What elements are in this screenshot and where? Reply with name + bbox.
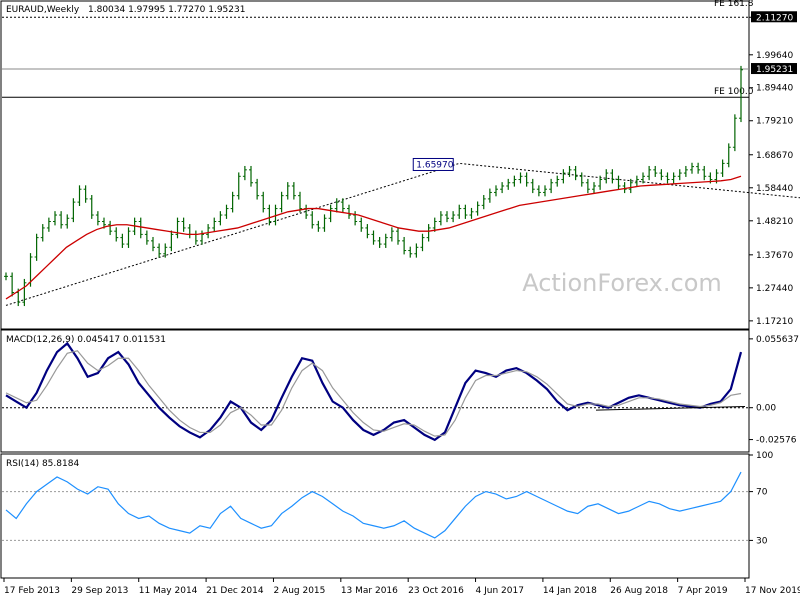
rsi-panel — [0, 453, 750, 579]
last-price-label-box — [751, 63, 797, 75]
x-tick-label: 2 Aug 2015 — [273, 586, 325, 596]
macd-panel — [0, 329, 750, 453]
moving-average-line — [5, 175, 742, 300]
price-y-tick-label: 1.79210 — [756, 117, 793, 127]
price-y-tick-label: 1.58440 — [756, 184, 793, 194]
annotation-box — [412, 157, 454, 171]
level-line-label: 2.11270 — [756, 13, 793, 23]
level-line-label-box — [751, 11, 797, 23]
x-tick-label: 17 Feb 2013 — [4, 586, 60, 596]
rsi-y-tick-label: 100 — [756, 451, 773, 461]
x-tick-label: 23 Oct 2016 — [408, 586, 464, 596]
rsi-title: RSI(14) 85.8184 — [6, 459, 79, 469]
x-tick-label: 17 Nov 2019 — [745, 586, 800, 596]
x-tick-label: 21 Dec 2014 — [206, 586, 264, 596]
macd-signal-line — [5, 350, 742, 437]
rsi-line — [5, 471, 742, 539]
annotation-label: 1.65970 — [416, 160, 453, 170]
rsi-y-tick-label: 70 — [756, 488, 768, 498]
price-y-tick-label: 1.37670 — [756, 251, 793, 261]
watermark: ActionForex.com — [522, 269, 722, 297]
fe-100-label: FE 100.0 — [714, 87, 754, 97]
price-ohlc: 1.80034 1.97995 1.77270 1.95231 — [88, 5, 245, 15]
price-y-tick-label: 1.89440 — [756, 84, 793, 94]
x-tick-label: 4 Jun 2017 — [476, 586, 524, 596]
price-y-tick-label: 1.17210 — [756, 317, 793, 327]
price-y-tick-label: 1.48210 — [756, 217, 793, 227]
x-tick-label: 14 Jan 2018 — [543, 586, 597, 596]
price-y-tick-label: 1.68670 — [756, 151, 793, 161]
macd-y-tick-label: 0.00 — [756, 404, 776, 414]
macd-line — [5, 341, 743, 442]
x-tick-label: 7 Apr 2019 — [678, 586, 728, 596]
price-y-tick-label: 1.27440 — [756, 284, 793, 294]
x-tick-label: 29 Sep 2013 — [71, 586, 128, 596]
price-title: EURAUD,Weekly — [6, 5, 80, 15]
price-y-tick-label: 1.99640 — [756, 51, 793, 61]
x-tick-label: 11 May 2014 — [139, 586, 198, 596]
macd-title: MACD(12,26,9) 0.045417 0.011531 — [6, 335, 166, 345]
price-panel — [0, 0, 750, 330]
macd-y-tick-label: 0.055637 — [756, 335, 799, 345]
macd-trendline — [595, 405, 746, 411]
x-tick-label: 26 Aug 2018 — [610, 586, 668, 596]
macd-y-tick-label: -0.02576 — [756, 436, 797, 446]
price-annotation: 1.65970 — [412, 157, 454, 171]
x-tick-label: 13 Mar 2016 — [341, 586, 398, 596]
fe-top-label: FE 161.8 — [714, 0, 754, 9]
last-price-label: 1.95231 — [756, 65, 793, 75]
rsi-y-tick-label: 30 — [756, 536, 768, 546]
